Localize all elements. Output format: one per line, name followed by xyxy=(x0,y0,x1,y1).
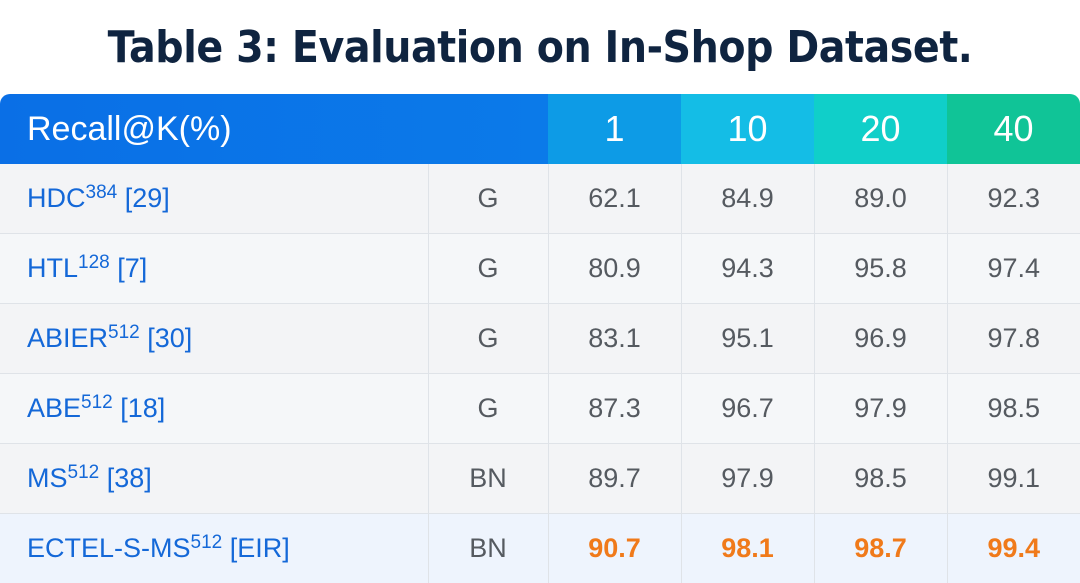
method-cell: HDC384 [29] xyxy=(0,164,428,234)
type-cell: G xyxy=(427,233,548,304)
value-cell: 97.9 xyxy=(813,373,947,444)
value-cell: 98.5 xyxy=(946,373,1080,444)
value-cell: 62.1 xyxy=(547,164,681,234)
value-cell-best: 98.7 xyxy=(813,513,947,583)
header-row: Recall@K(%) 1 10 20 40 xyxy=(0,94,1080,164)
value-cell: 89.0 xyxy=(813,164,947,234)
table-row-highlighted: ECTEL-S-MS512 [EIR] BN 90.7 98.1 98.7 99… xyxy=(0,513,1080,583)
value-cell: 95.1 xyxy=(680,303,814,374)
value-cell: 96.9 xyxy=(813,303,947,374)
value-cell: 99.1 xyxy=(946,443,1080,514)
value-cell-best: 90.7 xyxy=(547,513,681,583)
table-row: ABE512 [18] G 87.3 96.7 97.9 98.5 xyxy=(0,373,1080,444)
type-cell: G xyxy=(427,303,548,374)
method-cell: ECTEL-S-MS512 [EIR] xyxy=(0,513,428,583)
method-cell: MS512 [38] xyxy=(0,443,428,514)
value-cell: 98.5 xyxy=(813,443,947,514)
value-cell: 95.8 xyxy=(813,233,947,304)
value-cell: 87.3 xyxy=(547,373,681,444)
type-cell: BN xyxy=(427,513,548,583)
value-cell: 97.9 xyxy=(680,443,814,514)
table-row: MS512 [38] BN 89.7 97.9 98.5 99.1 xyxy=(0,443,1080,514)
method-cell: HTL128 [7] xyxy=(0,233,428,304)
method-cell: ABE512 [18] xyxy=(0,373,428,444)
table-row: HTL128 [7] G 80.9 94.3 95.8 97.4 xyxy=(0,233,1080,304)
value-cell: 92.3 xyxy=(946,164,1080,234)
value-cell: 97.4 xyxy=(946,233,1080,304)
value-cell: 80.9 xyxy=(547,233,681,304)
k-header-40: 40 xyxy=(947,94,1080,164)
metric-header: Recall@K(%) xyxy=(0,94,548,164)
k-header-10: 10 xyxy=(681,94,814,164)
k-header-1: 1 xyxy=(548,94,681,164)
type-cell: G xyxy=(427,164,548,234)
method-cell: ABIER512 [30] xyxy=(0,303,428,374)
type-cell: BN xyxy=(427,443,548,514)
table-row: HDC384 [29] G 62.1 84.9 89.0 92.3 xyxy=(0,164,1080,234)
table-title: Table 3: Evaluation on In-Shop Dataset. xyxy=(107,21,973,73)
k-header-20: 20 xyxy=(814,94,947,164)
type-cell: G xyxy=(427,373,548,444)
value-cell: 89.7 xyxy=(547,443,681,514)
table-row: ABIER512 [30] G 83.1 95.1 96.9 97.8 xyxy=(0,303,1080,374)
value-cell: 83.1 xyxy=(547,303,681,374)
results-table: Recall@K(%) 1 10 20 40 HDC384 [29] G 62.… xyxy=(0,94,1080,583)
value-cell-best: 99.4 xyxy=(946,513,1080,583)
value-cell: 94.3 xyxy=(680,233,814,304)
value-cell: 84.9 xyxy=(680,164,814,234)
value-cell: 96.7 xyxy=(680,373,814,444)
value-cell-best: 98.1 xyxy=(680,513,814,583)
value-cell: 97.8 xyxy=(946,303,1080,374)
